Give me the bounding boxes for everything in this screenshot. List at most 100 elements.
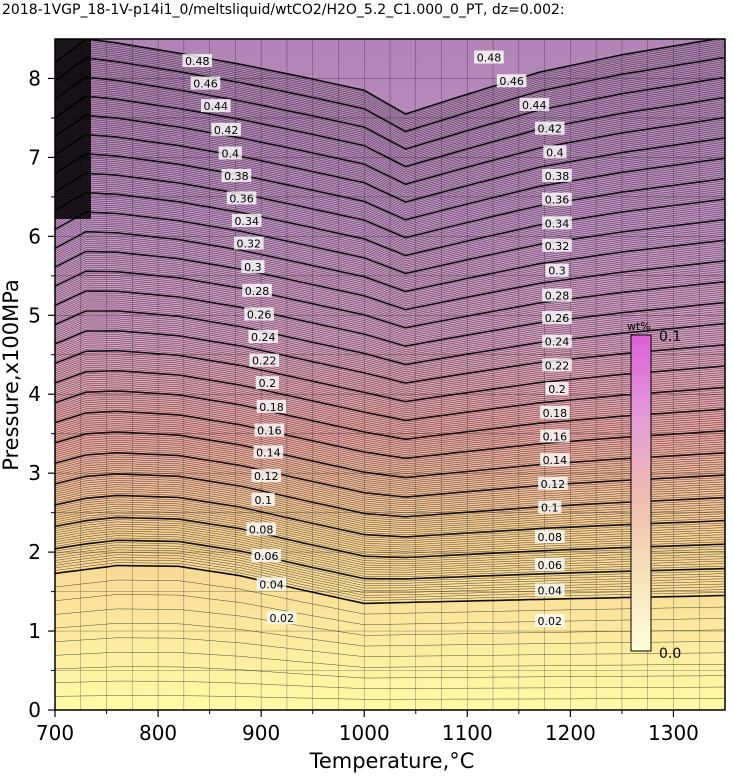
contour-line xyxy=(55,392,725,442)
contour-line xyxy=(55,136,725,205)
y-tick-label: 2 xyxy=(28,540,41,564)
contour-label-text: 0.26 xyxy=(247,309,272,322)
contour-label: 0.06 xyxy=(251,549,282,563)
contour-label: 0.44 xyxy=(201,99,231,113)
contour-label-box xyxy=(543,145,567,159)
contour-line xyxy=(55,508,725,550)
contour-line xyxy=(55,117,725,187)
contour-label-box xyxy=(542,238,572,252)
contour-line xyxy=(55,103,725,174)
contour-line xyxy=(55,124,725,194)
contour-label-box xyxy=(241,260,265,274)
x-tick-label: 800 xyxy=(139,721,177,745)
contour-line xyxy=(55,439,725,486)
contour-line xyxy=(55,340,725,393)
contour-label-text: 0.02 xyxy=(538,615,563,628)
contour-line xyxy=(55,318,725,373)
contour-label-box xyxy=(253,445,284,459)
contour-label-box xyxy=(542,358,572,372)
contour-line xyxy=(55,554,725,594)
contour-line xyxy=(55,128,725,197)
contour-line xyxy=(55,465,725,510)
contour-line xyxy=(55,284,725,341)
contour-line xyxy=(55,229,725,290)
contour-line xyxy=(55,223,725,285)
contour-label-box xyxy=(256,399,287,413)
contour-label-text: 0.12 xyxy=(254,470,279,483)
contour-line xyxy=(55,442,725,488)
contour-line xyxy=(55,463,725,508)
contour-label-box xyxy=(231,213,262,227)
contour-line xyxy=(55,484,725,528)
contour-line xyxy=(55,499,725,542)
contour-line xyxy=(55,537,725,577)
contour-line xyxy=(55,51,725,127)
contour-label-text: 0.34 xyxy=(234,215,259,228)
contour-line xyxy=(55,55,725,130)
contour-label: 0.26 xyxy=(244,307,274,322)
contour-label-text: 0.36 xyxy=(545,194,570,207)
contour-line-major xyxy=(55,114,725,186)
contour-line xyxy=(55,184,725,249)
contour-label-text: 0.3 xyxy=(244,261,262,274)
contour-line xyxy=(55,425,725,473)
contour-label-box xyxy=(221,168,252,182)
y-axis-label: Pressure,x100MPa xyxy=(0,279,23,471)
contour-label-text: 0.42 xyxy=(214,124,239,137)
contour-line xyxy=(55,61,725,136)
contour-line-major xyxy=(55,539,725,580)
contour-line xyxy=(55,209,725,272)
contour-line xyxy=(55,482,725,526)
contour-line xyxy=(55,49,725,125)
contour-line xyxy=(55,243,725,303)
contour-label-text: 0.46 xyxy=(499,75,524,88)
contour-line-major xyxy=(55,473,725,518)
contour-label-text: 0.4 xyxy=(221,147,239,160)
y-tick-label: 0 xyxy=(28,698,41,722)
contour-line xyxy=(55,492,725,536)
contour-line-major xyxy=(55,451,725,498)
contour-line xyxy=(55,90,725,162)
contour-line xyxy=(55,274,725,332)
contour-label: 0.2 xyxy=(255,376,279,390)
contour-line xyxy=(55,402,725,451)
contour-line xyxy=(55,338,725,391)
contour-line xyxy=(55,320,725,374)
contour-line xyxy=(55,245,725,305)
contour-line xyxy=(55,469,725,514)
contour-line xyxy=(55,302,725,358)
contour-line xyxy=(55,429,725,476)
contour-label-text: 0.18 xyxy=(543,407,568,420)
y-tick-label: 4 xyxy=(28,382,41,406)
contour-label-box xyxy=(545,263,569,277)
contour-label-box xyxy=(519,97,550,111)
contour-label-box xyxy=(233,236,264,250)
contour-line xyxy=(55,204,725,267)
contour-line xyxy=(55,386,725,436)
contour-line xyxy=(55,486,725,530)
contour-line xyxy=(55,322,725,376)
colorbar-min-label: 0.0 xyxy=(659,646,681,662)
contour-line-major xyxy=(55,494,725,538)
contour-label: 0.12 xyxy=(538,476,568,491)
contour-label: 0.4 xyxy=(543,145,567,159)
contour-label-text: 0.22 xyxy=(545,359,570,372)
contour-line xyxy=(55,65,725,139)
contour-line xyxy=(55,107,725,178)
contour-label-box xyxy=(218,146,242,160)
contour-line xyxy=(55,165,725,231)
contour-line xyxy=(55,69,725,143)
contour-line xyxy=(55,637,725,657)
colorbar-max-label: 0.1 xyxy=(659,329,681,345)
contour-line xyxy=(55,680,725,689)
contour-line xyxy=(55,111,725,181)
contour-line xyxy=(55,695,725,700)
contour-line xyxy=(55,354,725,406)
contour-line xyxy=(55,362,725,414)
contour-label: 0.34 xyxy=(542,216,572,230)
contour-label-text: 0.48 xyxy=(477,52,502,65)
contour-line xyxy=(55,419,725,467)
contour-line xyxy=(55,501,725,544)
contour-line xyxy=(55,374,725,425)
contour-label-box xyxy=(251,469,282,483)
